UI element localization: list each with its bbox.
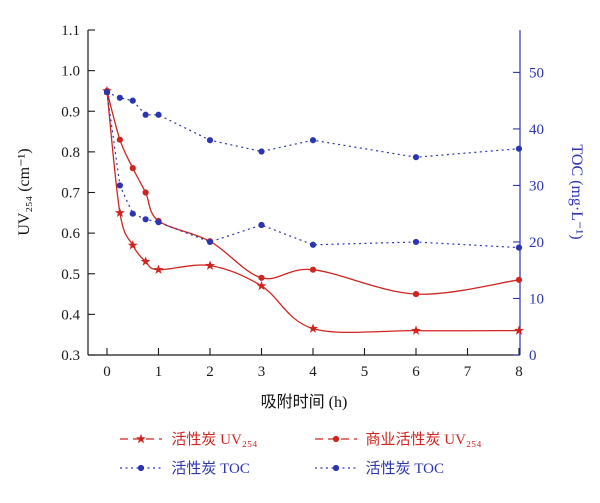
star-marker-icon: [118, 431, 164, 447]
svg-text:10: 10: [529, 291, 544, 307]
legend-label: 活性炭 UV₂₅₄: [171, 432, 258, 448]
svg-text:30: 30: [529, 178, 544, 194]
svg-text:0: 0: [529, 348, 537, 364]
svg-text:1: 1: [155, 364, 163, 380]
legend-label: 活性炭 TOC: [171, 461, 250, 477]
svg-text:0.7: 0.7: [61, 186, 80, 202]
legend-item: 活性炭 TOC: [118, 457, 257, 478]
legend-item: 活性炭 UV₂₅₄: [118, 428, 258, 449]
x-axis-label: 吸附时间 (h): [260, 394, 348, 411]
left-axis-label: UV₂₅₄ (cm⁻¹): [16, 148, 33, 236]
legend-item: 活性炭 TOC: [313, 457, 482, 478]
legend: 活性炭 UV₂₅₄ 商业活性炭 UV₂₅₄ 活性炭 TOC 活性炭 TOC: [0, 428, 600, 478]
svg-text:0.5: 0.5: [61, 267, 80, 283]
svg-text:0.6: 0.6: [61, 226, 80, 242]
svg-text:50: 50: [529, 65, 544, 81]
svg-text:0.4: 0.4: [61, 307, 80, 323]
legend-label: 商业活性炭 UV₂₅₄: [365, 432, 482, 448]
svg-text:2: 2: [206, 364, 214, 380]
legend-label: 活性炭 TOC: [365, 461, 444, 477]
svg-text:40: 40: [529, 122, 544, 138]
circle-marker-icon: [118, 460, 164, 476]
right-axis-label: TOC (mg·L⁻¹): [568, 144, 585, 240]
svg-text:0: 0: [103, 364, 111, 380]
svg-text:6: 6: [412, 364, 420, 380]
svg-text:20: 20: [529, 235, 544, 251]
svg-text:1.1: 1.1: [61, 23, 80, 39]
circle-marker-icon: [313, 460, 359, 476]
plot-area: 0.30.40.50.60.70.80.91.01.10 1 2 3 4 5 6 7 80102…: [61, 23, 544, 380]
svg-text:8: 8: [515, 364, 523, 380]
svg-text:4: 4: [309, 364, 317, 380]
svg-text:1.0: 1.0: [61, 64, 80, 80]
svg-text:5: 5: [361, 364, 369, 380]
svg-text:0.3: 0.3: [61, 348, 80, 364]
legend-item: 商业活性炭 UV₂₅₄: [313, 428, 482, 449]
svg-text:3: 3: [258, 364, 266, 380]
circle-marker-icon: [313, 431, 359, 447]
svg-text:0.9: 0.9: [61, 104, 80, 120]
svg-text:0.8: 0.8: [61, 145, 80, 161]
svg-text:7: 7: [464, 364, 472, 380]
